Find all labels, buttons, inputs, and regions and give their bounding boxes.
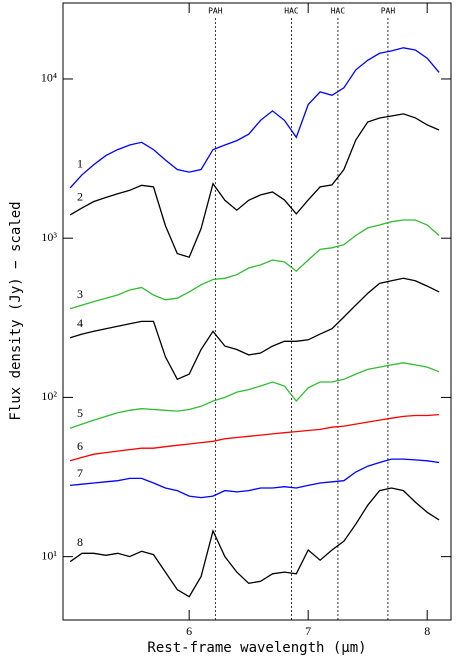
- series-label: 4: [77, 316, 83, 330]
- x-tick-label: 6: [186, 624, 192, 638]
- series-line: [69, 413, 440, 462]
- series-label: 5: [77, 406, 83, 420]
- y-tick-label: 10²: [41, 389, 57, 403]
- series-line: [69, 47, 440, 189]
- annotation-label: HAC: [284, 7, 299, 16]
- series-line: [69, 487, 440, 598]
- series-label: 2: [77, 190, 83, 204]
- series-line: [69, 277, 440, 381]
- y-axis-label: Flux density (Jy) − scaled: [8, 201, 24, 420]
- series-line: [69, 362, 440, 429]
- plot-frame: [62, 2, 452, 621]
- series-label: 8: [77, 535, 83, 549]
- series-label: 1: [77, 157, 83, 171]
- series-label: 3: [77, 287, 83, 301]
- x-tick-label: 8: [424, 624, 430, 638]
- x-tick-label: 7: [305, 624, 311, 638]
- y-tick-label: 10³: [41, 230, 57, 244]
- y-tick-label: 10⁴: [41, 71, 57, 85]
- series-label: 7: [77, 466, 83, 480]
- x-axis-label: Rest-frame wavelength (μm): [147, 640, 366, 656]
- annotation-label: PAH: [381, 7, 396, 16]
- y-tick-label: 10¹: [41, 548, 57, 562]
- series-line: [69, 219, 440, 310]
- series-line: [69, 113, 440, 258]
- series-label: 6: [77, 439, 83, 453]
- annotation-label: PAH: [208, 7, 223, 16]
- series-line: [70, 458, 440, 499]
- annotation-label: HAC: [331, 7, 346, 16]
